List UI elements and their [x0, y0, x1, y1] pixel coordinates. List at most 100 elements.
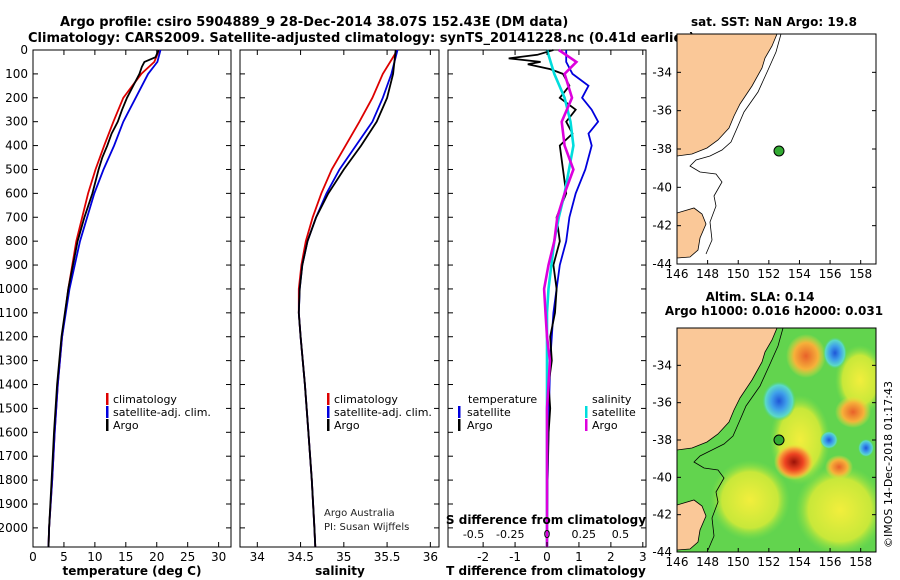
map-y-tick-label: -34: [652, 358, 672, 372]
legend-label-satellite: satellite-adj. clim.: [334, 406, 432, 419]
depth-tick-label: 200: [5, 91, 28, 105]
x-tick-label: 20: [149, 550, 164, 564]
difference-top-label: S difference from climatology: [446, 513, 646, 527]
sst-map-contour: [689, 34, 782, 255]
depth-tick-label: 1300: [0, 354, 28, 368]
sla-map-land-mainland: [677, 328, 778, 451]
legend-label-sal-satellite: satellite: [592, 406, 636, 419]
depth-tick-label: 1900: [0, 497, 28, 511]
x-tick-label: 34: [250, 550, 265, 564]
x-tick-label: 36: [423, 550, 438, 564]
map-y-tick-label: -38: [652, 433, 672, 447]
sla-map-profile-marker: [773, 434, 785, 446]
sla-map: Altim. SLA: 0.14 Argo h1000: 0.016 h2000…: [652, 290, 883, 569]
series-line-salinity-argo: [542, 48, 579, 547]
depth-tick-label: 500: [5, 162, 28, 176]
map-y-tick-label: -40: [652, 470, 672, 484]
legend-label-satellite: satellite-adj. clim.: [113, 406, 211, 419]
series-line-temperature-argo: [508, 49, 577, 547]
depth-tick-label: 1700: [0, 449, 28, 463]
salinity-xlabel: salinity: [315, 564, 365, 578]
legend-swatch-satellite: [327, 406, 330, 418]
sst-map-land-mainland: [677, 34, 778, 157]
depth-tick-label: 100: [5, 67, 28, 81]
map-y-tick-label: -44: [652, 257, 672, 271]
x-tick-label: 34.5: [287, 550, 314, 564]
sst-map-title: sat. SST: NaN Argo: 19.8: [691, 15, 857, 29]
series-line-argo: [297, 49, 397, 548]
temperature-legend: climatology satellite-adj. clim. Argo: [106, 393, 211, 432]
salinity-diff-tick-label: 0.5: [612, 528, 630, 541]
sla-map-title: Altim. SLA: 0.14: [706, 290, 815, 304]
legend-label-climatology: climatology: [334, 393, 398, 406]
salinity-legend: climatology satellite-adj. clim. Argo: [327, 393, 432, 432]
depth-tick-label: 1400: [0, 378, 28, 392]
depth-tick-label: 1100: [0, 306, 28, 320]
depth-tick-label: 1600: [0, 425, 28, 439]
x-tick-label: 0: [543, 550, 551, 564]
depth-tick-label: 1800: [0, 473, 28, 487]
sla-map-subtitle: Argo h1000: 0.016 h2000: 0.031: [665, 304, 883, 318]
temperature-panel: 0 5 10 15 20 25 30 temperature (deg C) climato…: [29, 49, 232, 578]
legend-label-climatology: climatology: [113, 393, 177, 406]
legend-label-argo: Argo: [334, 419, 360, 432]
x-tick-label: 15: [118, 550, 133, 564]
difference-legend-salinity: salinity satellite Argo: [585, 393, 636, 432]
map-y-tick-label: -36: [652, 396, 672, 410]
salinity-diff-tick-label: -0.5: [463, 528, 484, 541]
legend-swatch-sal-argo: [585, 419, 588, 431]
x-tick-label: 2: [607, 550, 615, 564]
sst-map: sat. SST: NaN Argo: 19.8 146 148 150 152 154…: [652, 15, 877, 281]
temperature-axes-frame: [32, 49, 232, 548]
depth-tick-label: 0: [20, 43, 28, 57]
legend-swatch-satellite: [106, 406, 109, 418]
salinity-diff-tick-label: 0.25: [571, 528, 596, 541]
map-x-tick-label: 150: [727, 555, 750, 569]
map-y-tick-label: -42: [652, 508, 672, 522]
imos-stamp: ©IMOS 14-Dec-2018 01:17:43: [882, 381, 895, 548]
sla-map-contour: [693, 328, 784, 551]
legend-swatch-argo: [327, 419, 330, 431]
x-tick-label: 35.5: [374, 550, 401, 564]
depth-tick-label: 600: [5, 186, 28, 200]
difference-xlabel: T difference from climatology: [446, 564, 646, 578]
map-x-tick-label: 148: [696, 555, 719, 569]
depth-tick-label: 300: [5, 115, 28, 129]
legend-swatch-argo: [106, 419, 109, 431]
map-x-tick-label: 158: [849, 555, 872, 569]
depth-tick-label: 400: [5, 139, 28, 153]
depth-tick-label: 900: [5, 258, 28, 272]
map-x-tick-label: 152: [757, 267, 780, 281]
map-y-tick-label: -44: [652, 545, 672, 559]
salinity-panel: 34 34.5 35 35.5 36 salinity climatology sate…: [239, 49, 440, 578]
legend-swatch-temp-satellite: [458, 406, 461, 418]
depth-tick-label: 700: [5, 210, 28, 224]
map-x-tick-label: 146: [666, 555, 689, 569]
sst-map-land-tasmania: [677, 207, 707, 259]
legend-label-sal-argo: Argo: [592, 419, 618, 432]
depth-tick-label: 1000: [0, 282, 28, 296]
legend-label-temp-satellite: satellite: [467, 406, 511, 419]
map-y-tick-label: -38: [652, 142, 672, 156]
map-x-tick-label: 152: [757, 555, 780, 569]
legend-label-argo: Argo: [113, 419, 139, 432]
series-line-argo: [47, 49, 160, 548]
x-tick-label: 35: [336, 550, 351, 564]
x-tick-label: 30: [211, 550, 226, 564]
legend-swatch-sal-satellite: [585, 406, 588, 418]
salinity-axes-frame: [239, 49, 440, 548]
map-x-tick-label: 148: [696, 267, 719, 281]
legend-swatch-temp-argo: [458, 419, 461, 431]
map-y-tick-label: -40: [652, 180, 672, 194]
x-tick-label: 3: [639, 550, 647, 564]
figure-title-line2: Climatology: CARS2009. Satellite-adjuste…: [28, 31, 695, 46]
legend-swatch-climatology: [106, 393, 109, 405]
sla-map-land-tasmania: [677, 499, 707, 551]
legend-title-temperature: temperature: [468, 393, 537, 406]
credit-line1: Argo Australia: [324, 508, 395, 519]
sst-map-profile-marker: [773, 145, 785, 157]
x-tick-label: 10: [87, 550, 102, 564]
x-tick-label: 25: [180, 550, 195, 564]
map-x-tick-label: 158: [849, 267, 872, 281]
depth-tick-label: 800: [5, 234, 28, 248]
